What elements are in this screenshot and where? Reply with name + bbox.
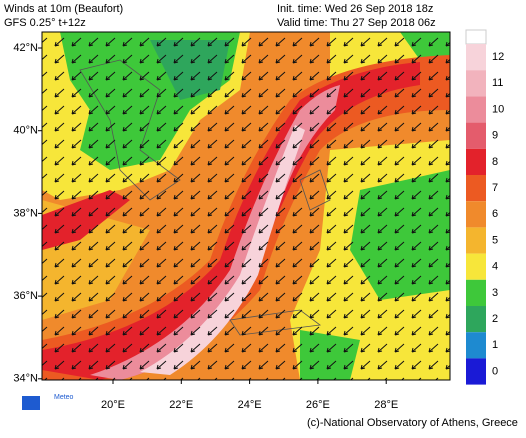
colorbar-label: 8 (492, 156, 498, 168)
title: Winds at 10m (Beaufort) (4, 3, 123, 15)
colorbar-band (466, 332, 486, 359)
colorbar-band (466, 201, 486, 228)
colorbar-label: 12 (492, 51, 504, 63)
colorbar-band (466, 227, 486, 254)
colorbar-label: 5 (492, 234, 498, 246)
colorbar-label: 0 (492, 365, 498, 377)
colorbar-band (466, 96, 486, 123)
colorbar-cap (465, 29, 487, 45)
lon-labels: 20°E 22°E 24°E 26°E 28°E (101, 380, 398, 411)
lon-label: 28°E (374, 399, 398, 411)
colorbar-label: 11 (492, 77, 503, 89)
model: GFS 0.25° t+12z (4, 17, 86, 29)
colorbar-band (466, 122, 486, 149)
colorbar-band (466, 175, 486, 202)
colorbar-band (466, 148, 486, 175)
colorbar-band (466, 306, 486, 333)
logo: Meteo (54, 394, 74, 401)
lon-label: 20°E (101, 399, 125, 411)
lat-labels: 42°N 40°N 38°N 36°N 34°N (13, 42, 42, 385)
colorbar-label: 3 (492, 287, 498, 299)
colorbar-band (466, 279, 486, 306)
logo-icon (22, 396, 40, 410)
colorbar-band (466, 70, 486, 97)
lon-label: 26°E (306, 399, 330, 411)
colorbar-label: 4 (492, 261, 498, 273)
colorbar-label: 10 (492, 103, 504, 115)
colorbar-label: 2 (492, 313, 498, 325)
lat-label: 36°N (13, 290, 38, 302)
init-time: Init. time: Wed 26 Sep 2018 18z (277, 3, 433, 15)
lat-label: 34°N (13, 373, 38, 385)
lat-label: 38°N (13, 207, 38, 219)
colorbar-band (466, 253, 486, 280)
map-frame (41, 31, 451, 381)
colorbar-label: 6 (492, 208, 498, 220)
colorbar-label: 1 (492, 339, 498, 351)
colorbar-band (466, 44, 486, 71)
colorbar-band (466, 358, 486, 385)
credit: (c)-National Observatory of Athens, Gree… (307, 417, 518, 429)
wind-map (42, 32, 450, 380)
lon-label: 22°E (169, 399, 193, 411)
colorbar-label: 9 (492, 130, 498, 142)
lon-label: 24°E (238, 399, 262, 411)
valid-time: Valid time: Thu 27 Sep 2018 06z (277, 17, 436, 29)
lat-label: 42°N (13, 42, 38, 54)
colorbar-label: 7 (492, 182, 498, 194)
lat-label: 40°N (13, 125, 38, 137)
